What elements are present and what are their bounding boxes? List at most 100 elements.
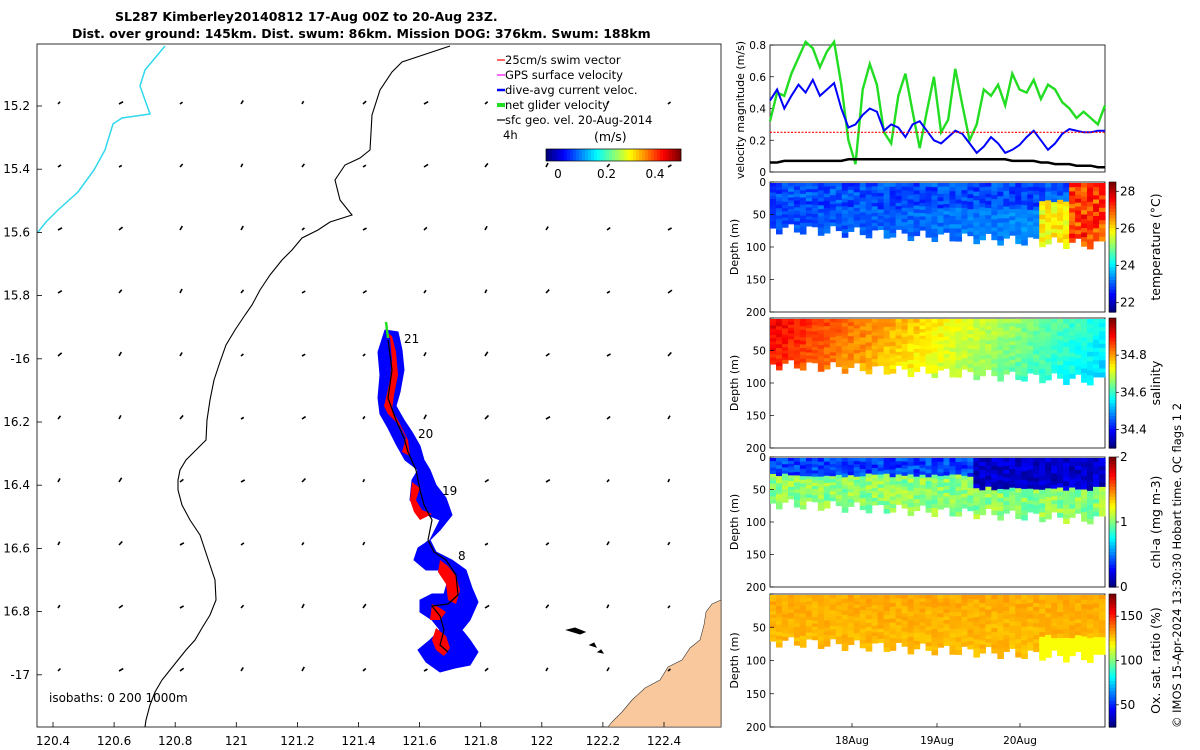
- section-cell: [931, 323, 939, 329]
- isobaths-label: isobaths: 0 200 1000m: [49, 691, 188, 705]
- section-cell: [770, 627, 777, 632]
- section-cell: [931, 478, 939, 484]
- section-cell: [1093, 195, 1100, 201]
- section-cell: [1015, 349, 1022, 355]
- section-cell: [925, 353, 933, 359]
- section-cell: [973, 505, 980, 511]
- section-cell: [883, 505, 891, 510]
- section-cell: [985, 609, 992, 615]
- section-cell: [799, 595, 807, 600]
- map-xtick-label: 121.4: [341, 734, 375, 748]
- section-cell: [817, 194, 825, 199]
- section-cell: [1063, 201, 1070, 208]
- section-cell: [1093, 211, 1100, 217]
- colorbar-cell: [669, 149, 673, 161]
- section-cell: [1093, 360, 1100, 366]
- section-cell: [775, 226, 783, 231]
- section-cell: [847, 612, 855, 617]
- sfc-vel-arrow: [484, 604, 490, 609]
- section-cell: [943, 609, 951, 614]
- section-cell: [937, 212, 945, 217]
- section-cell: [1057, 335, 1064, 341]
- section-cell: [835, 622, 843, 627]
- section-cell: [853, 223, 861, 228]
- section-cell: [1075, 210, 1082, 216]
- section-cell: [907, 211, 915, 217]
- section-cell: [889, 508, 897, 513]
- section-cell: [1057, 319, 1064, 324]
- section-cell: [793, 343, 801, 348]
- section-cell: [1009, 183, 1016, 188]
- section-cell: [853, 461, 861, 466]
- section-cell: [787, 475, 795, 480]
- section-cell: [1051, 496, 1058, 501]
- section-cell: [889, 469, 897, 475]
- sfc-vel-arrow: [667, 227, 672, 231]
- section-cell: [967, 367, 974, 373]
- section-cell: [835, 495, 843, 500]
- section-cell: [835, 329, 843, 334]
- section-cell: [937, 319, 945, 324]
- section-cell: [1045, 204, 1052, 210]
- section-cell: [1009, 359, 1016, 365]
- section-cell: [793, 203, 801, 209]
- section-cell: [775, 319, 783, 324]
- section-cell: [913, 495, 921, 500]
- section-cell: [853, 356, 861, 361]
- section-cell: [781, 607, 789, 612]
- section-cell: [1099, 327, 1106, 333]
- section-cell: [907, 470, 915, 476]
- section-cell: [907, 607, 915, 613]
- section-cell: [967, 495, 974, 500]
- section-cell: [931, 343, 939, 349]
- section-cell: [937, 632, 945, 637]
- section-cell: [931, 616, 939, 622]
- section-cell: [1093, 228, 1100, 234]
- section-cell: [1087, 328, 1094, 334]
- section-cell: [1027, 602, 1034, 608]
- section-cell: [871, 608, 879, 613]
- section-cell: [991, 498, 998, 504]
- section-cell: [770, 224, 777, 229]
- section-cell: [1015, 647, 1022, 654]
- section-cell: [787, 630, 795, 635]
- colorbar-cell: [603, 149, 607, 161]
- section-cell: [1009, 197, 1016, 203]
- section-cell: [1045, 595, 1052, 601]
- section-cell: [829, 616, 837, 621]
- section-cell: [1075, 330, 1082, 336]
- section-cell: [889, 194, 897, 200]
- section-cell: [883, 489, 891, 495]
- section-cell: [823, 486, 831, 491]
- section-cell: [1021, 336, 1028, 342]
- section-cell: [967, 348, 974, 354]
- section-colorbar-cell: [1109, 289, 1116, 294]
- section-cell: [817, 190, 825, 195]
- section-cell: [1099, 503, 1106, 509]
- section-cell: [1063, 642, 1070, 649]
- section-cell: [1063, 633, 1070, 639]
- section-cell: [1039, 323, 1046, 329]
- section-cell: [1087, 380, 1094, 386]
- section-cell: [1087, 356, 1094, 362]
- section-cell: [943, 354, 951, 359]
- section-cell: [817, 201, 825, 207]
- section-cell: [1021, 613, 1028, 619]
- section-cell: [823, 358, 831, 363]
- section-cell: [961, 351, 969, 356]
- velocity-ytick-label: 0.4: [749, 104, 766, 116]
- section-cell: [1063, 328, 1070, 334]
- section-cell: [961, 319, 969, 324]
- section-cell: [1003, 603, 1010, 608]
- section-cell: [883, 222, 891, 227]
- section-cell: [1021, 458, 1028, 464]
- section-cell: [1081, 205, 1088, 211]
- section-cell: [1009, 337, 1016, 343]
- section-cell: [931, 607, 939, 613]
- section-cell: [1081, 618, 1088, 624]
- section-cell: [1069, 599, 1076, 605]
- section-cell: [847, 196, 855, 201]
- section-cell: [847, 360, 855, 365]
- section-cell: [949, 187, 957, 192]
- section-cell: [931, 507, 939, 513]
